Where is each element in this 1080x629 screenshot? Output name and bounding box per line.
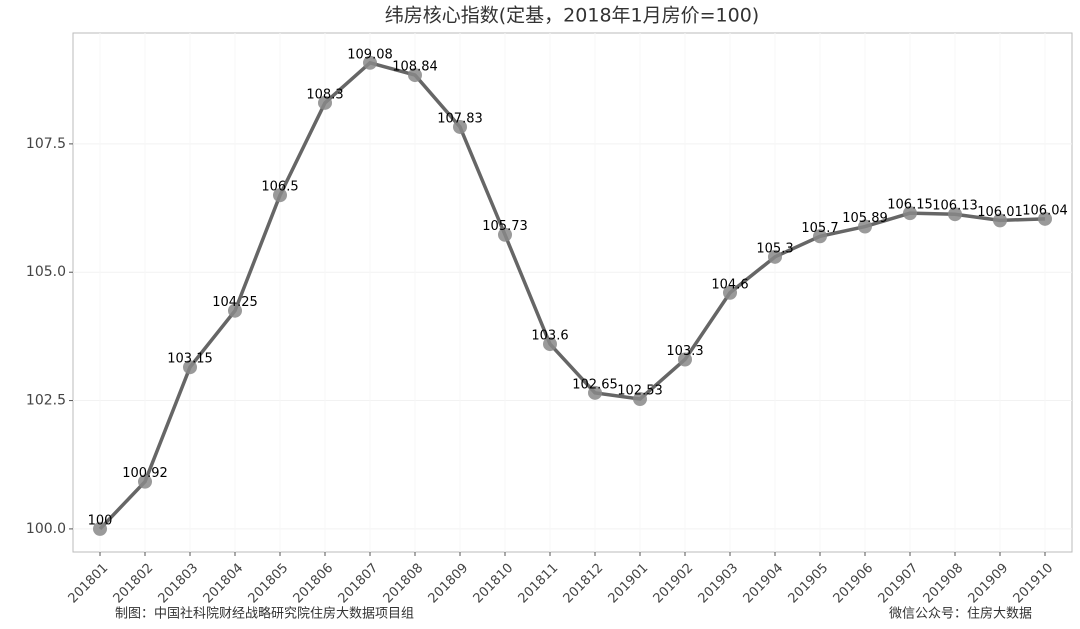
point <box>858 219 872 234</box>
point <box>903 206 917 221</box>
x-tick-label: 201812 <box>561 561 607 607</box>
point <box>228 303 242 318</box>
point <box>93 521 107 536</box>
x-tick-label: 201801 <box>66 561 112 607</box>
point <box>723 285 737 300</box>
x-tick-label: 201803 <box>156 561 202 607</box>
point <box>1038 211 1052 226</box>
x-tick-label: 201808 <box>381 561 427 607</box>
x-tick-label: 201909 <box>966 561 1012 607</box>
point <box>813 229 827 244</box>
data-label: 103.15 <box>167 352 213 367</box>
point <box>633 392 647 407</box>
data-label: 103.3 <box>666 344 703 359</box>
data-label: 106.13 <box>932 199 978 214</box>
data-label: 104.6 <box>711 277 748 292</box>
point <box>768 249 782 264</box>
y-tick-label: 102.5 <box>26 393 66 409</box>
y-tick-label: 107.5 <box>26 136 66 152</box>
x-tick-label: 201806 <box>291 561 337 607</box>
x-tick-label: 201906 <box>831 561 877 607</box>
data-label: 105.73 <box>482 219 528 234</box>
data-label: 106.15 <box>887 198 933 213</box>
data-label: 102.65 <box>572 377 618 392</box>
point <box>588 385 602 400</box>
point <box>678 352 692 367</box>
x-tick-label: 201802 <box>111 561 157 607</box>
caption: 微信公众号：住房大数据 <box>889 606 1032 622</box>
data-label: 102.53 <box>617 384 663 399</box>
point <box>543 337 557 352</box>
caption: 制图：中国社科院财经战略研究院住房大数据项目组 <box>115 606 414 622</box>
point <box>138 474 152 489</box>
x-tick-label: 201904 <box>741 561 787 607</box>
x-tick-label: 201804 <box>201 561 247 607</box>
x-tick-label: 201902 <box>651 561 697 607</box>
point <box>453 119 467 134</box>
point <box>183 360 197 375</box>
series-line <box>98 60 1046 531</box>
x-tick-label: 201810 <box>471 561 517 607</box>
x-tick-label: 201908 <box>921 561 967 607</box>
data-label: 104.25 <box>212 295 258 310</box>
point <box>948 207 962 222</box>
point <box>408 68 422 83</box>
point <box>498 227 512 242</box>
point <box>363 55 377 70</box>
data-label: 105.7 <box>801 221 838 236</box>
data-label: 103.6 <box>531 329 568 344</box>
x-tick-label: 201910 <box>1011 561 1057 607</box>
plot-panel <box>72 32 1073 553</box>
x-tick-label: 201811 <box>516 561 562 607</box>
point <box>273 188 287 203</box>
y-tick-label: 105.0 <box>26 264 66 280</box>
data-label: 100.92 <box>122 466 168 481</box>
x-tick-label: 201809 <box>426 561 472 607</box>
x-tick-label: 201805 <box>246 561 292 607</box>
y-tick-label: 100.0 <box>26 521 66 537</box>
data-label: 107.83 <box>437 111 483 126</box>
data-label: 100 <box>88 513 113 528</box>
x-tick-label: 201901 <box>606 561 652 607</box>
data-label: 109.08 <box>347 47 393 62</box>
data-label: 108.3 <box>306 87 343 102</box>
data-label: 106.01 <box>977 205 1023 220</box>
x-tick-label: 201807 <box>336 561 382 607</box>
data-label: 106.5 <box>261 180 298 195</box>
x-tick-label: 201907 <box>876 561 922 607</box>
chart-title: 纬房核心指数(定基，2018年1月房价=100) <box>385 5 759 27</box>
x-tick-label: 201903 <box>696 561 742 607</box>
x-tick-label: 201905 <box>786 561 832 607</box>
data-label: 105.3 <box>756 241 793 256</box>
data-label: 108.84 <box>392 60 438 75</box>
data-label: 105.89 <box>842 211 888 226</box>
data-label: 106.04 <box>1022 203 1068 218</box>
point <box>993 213 1007 228</box>
point <box>318 95 332 110</box>
